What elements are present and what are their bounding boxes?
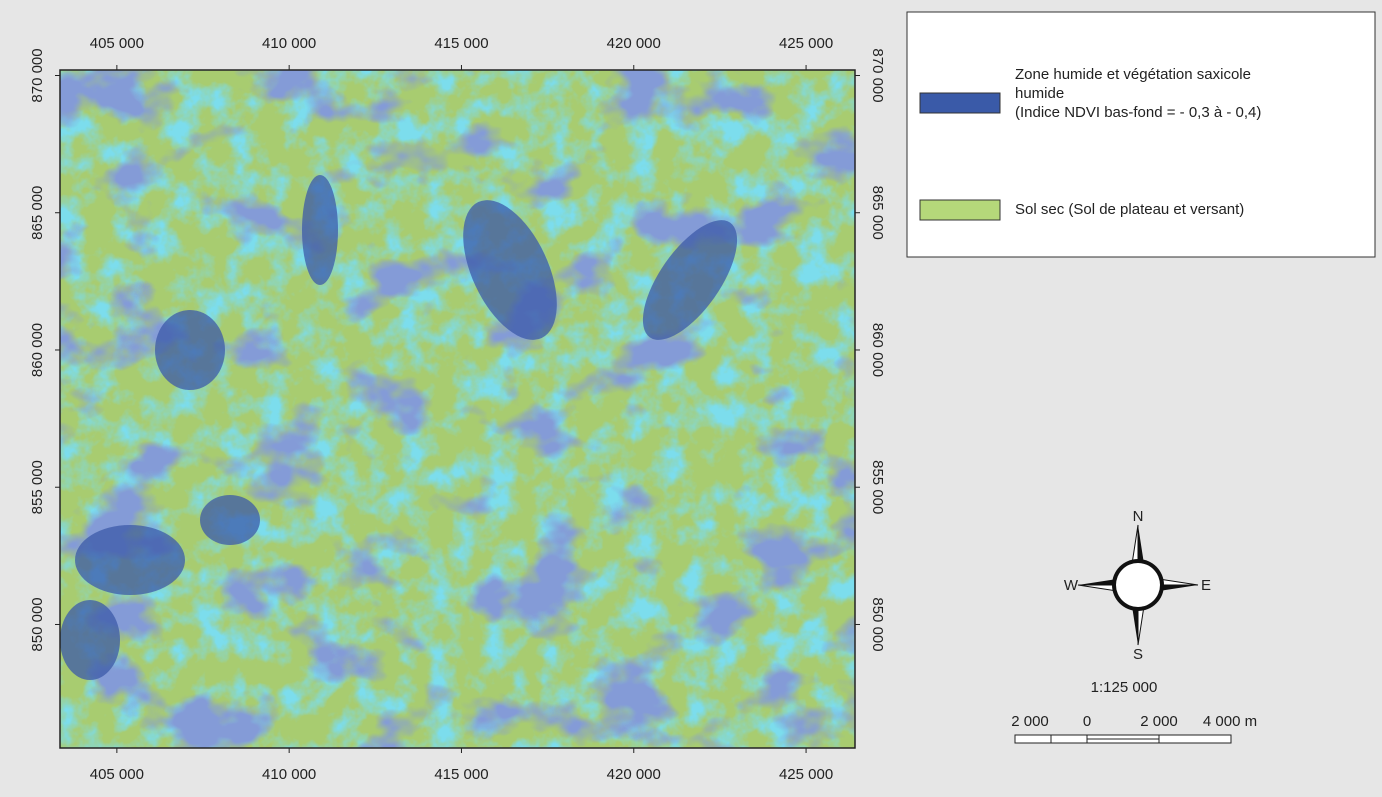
legend-label: (Indice NDVI bas-fond = - 0,3 à - 0,4) [1015, 104, 1261, 121]
scale-label: 2 000 [1011, 713, 1049, 730]
legend-swatch [920, 93, 1000, 113]
x-tick-label-bottom: 425 000 [779, 766, 833, 783]
y-tick-label-right: 850 000 [869, 597, 886, 651]
y-tick-label-right: 870 000 [869, 48, 886, 102]
x-tick-label-bottom: 420 000 [607, 766, 661, 783]
scale-bar [1015, 735, 1231, 743]
scale-label: 4 000 m [1203, 713, 1257, 730]
y-tick-label-left: 850 000 [29, 597, 46, 651]
x-tick-label-bottom: 410 000 [262, 766, 316, 783]
y-tick-label-right: 855 000 [869, 460, 886, 514]
x-tick-label-top: 405 000 [90, 35, 144, 52]
legend-label: Zone humide et végétation saxicole [1015, 66, 1251, 83]
x-tick-label-top: 415 000 [434, 35, 488, 52]
y-tick-label-left: 865 000 [29, 186, 46, 240]
legend-label: humide [1015, 85, 1064, 102]
x-tick-label-top: 410 000 [262, 35, 316, 52]
compass-south: S [1133, 646, 1143, 663]
legend-label: Sol sec (Sol de plateau et versant) [1015, 201, 1244, 218]
x-tick-label-top: 425 000 [779, 35, 833, 52]
legend-swatch [920, 200, 1000, 220]
y-tick-label-right: 860 000 [869, 323, 886, 377]
compass-east: E [1201, 577, 1211, 594]
scale-label: 2 000 [1140, 713, 1178, 730]
y-tick-label-left: 860 000 [29, 323, 46, 377]
compass-north: N [1133, 508, 1144, 525]
y-tick-label-right: 865 000 [869, 186, 886, 240]
scale-label: 0 [1083, 713, 1091, 730]
compass-west: W [1064, 577, 1079, 594]
scale-ratio: 1:125 000 [1091, 679, 1158, 696]
x-tick-label-bottom: 405 000 [90, 766, 144, 783]
x-tick-label-bottom: 415 000 [434, 766, 488, 783]
ndvi-raster [60, 70, 855, 748]
y-tick-label-left: 870 000 [29, 48, 46, 102]
y-tick-label-left: 855 000 [29, 460, 46, 514]
x-tick-label-top: 420 000 [607, 35, 661, 52]
map-figure: 405 000 405 000 410 000 410 000 415 000 415 0… [0, 0, 1382, 792]
